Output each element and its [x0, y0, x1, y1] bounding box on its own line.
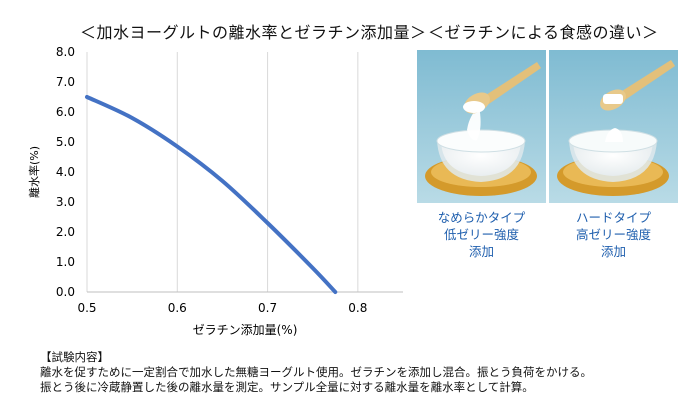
y-tick-label: 0.0 — [56, 285, 75, 299]
y-tick-label: 6.0 — [56, 105, 75, 119]
grid-lines — [86, 52, 359, 292]
y-tick-label: 5.0 — [56, 135, 75, 149]
x-tick-label: 0.7 — [258, 301, 277, 315]
y-tick-label: 1.0 — [56, 255, 75, 269]
y-tick-label: 8.0 — [56, 45, 75, 59]
line-chart: 0.0 1.0 2.0 3.0 4.0 5.0 6.0 7.0 8.0 0.5 0.6 0.7 0.8… — [27, 45, 403, 337]
x-tick-label: 0.8 — [348, 301, 367, 315]
series-line — [85, 95, 338, 294]
chart-title: ＜加水ヨーグルトの離水率とゼラチン添加量＞ — [80, 23, 427, 42]
caption-line: 高ゼリー強度 — [575, 227, 651, 242]
y-tick-label: 7.0 — [56, 75, 75, 89]
hard-yogurt-photo-icon — [549, 50, 678, 203]
photo-title: ＜ゼラチンによる食感の違い＞ — [428, 23, 659, 42]
x-tick-label: 0.5 — [77, 301, 96, 315]
caption-line: ハードタイプ — [575, 210, 651, 225]
x-tick-labels: 0.5 0.6 0.7 0.8 — [77, 301, 367, 315]
caption-line: 添加 — [468, 244, 494, 259]
hard-yogurt-caption: ハードタイプ 高ゼリー強度 添加 — [549, 209, 678, 260]
y-tick-label: 4.0 — [56, 165, 75, 179]
y-tick-labels: 0.0 1.0 2.0 3.0 4.0 5.0 6.0 7.0 8.0 — [56, 45, 75, 299]
note-heading: 【試験内容】 — [40, 350, 109, 364]
caption-line: なめらかタイプ — [437, 210, 526, 225]
soft-yogurt-photo-icon — [417, 50, 546, 203]
note-line: 離水を促すために一定割合で加水した無糖ヨーグルト使用。ゼラチンを添加し混合。振と… — [40, 365, 592, 379]
x-tick-label: 0.6 — [168, 301, 187, 315]
y-tick-label: 3.0 — [56, 195, 75, 209]
soft-yogurt-caption: なめらかタイプ 低ゼリー強度 添加 — [417, 209, 546, 260]
caption-line: 添加 — [600, 244, 626, 259]
caption-line: 低ゼリー強度 — [443, 227, 519, 242]
y-axis-label: 離水率(%) — [27, 146, 41, 198]
test-method-note: 【試験内容】 離水を促すために一定割合で加水した無糖ヨーグルト使用。ゼラチンを添… — [40, 350, 592, 395]
note-line: 振とう後に冷蔵静置した後の離水量を測定。サンプル全量に対する離水量を離水率として… — [40, 380, 534, 394]
x-axis-label: ゼラチン添加量(%) — [193, 323, 298, 337]
y-tick-label: 2.0 — [56, 225, 75, 239]
